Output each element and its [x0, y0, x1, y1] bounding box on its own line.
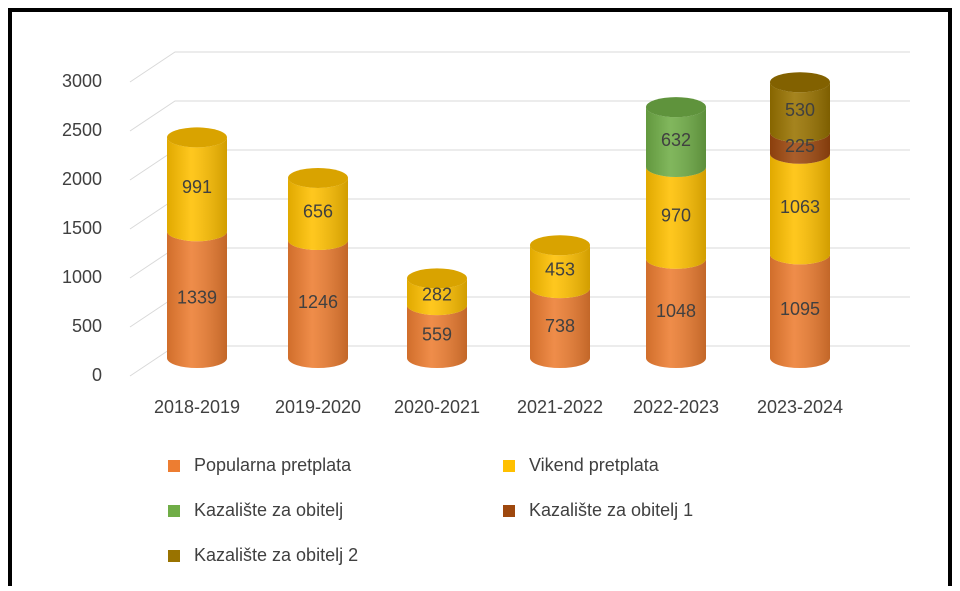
- y-tick-label: 500: [72, 316, 102, 336]
- legend-label: Kazalište za obitelj: [194, 500, 343, 520]
- legend-label: Kazalište za obitelj 2: [194, 545, 358, 565]
- bar-top-shade: [407, 268, 467, 289]
- value-label: 738: [545, 316, 575, 336]
- bar-top: [167, 127, 227, 148]
- bar-shade: [646, 166, 706, 269]
- bar-shade: [646, 258, 706, 368]
- bar-shade: [167, 231, 228, 368]
- frame: [8, 8, 952, 591]
- x-tick-label: 2023-2024: [757, 397, 843, 417]
- bar-top-shade: [646, 97, 706, 118]
- grid-line: [129, 51, 910, 83]
- bar-top-shade: [167, 127, 227, 148]
- bar-shade: [770, 254, 830, 368]
- value-label: 1063: [780, 197, 820, 217]
- legend-swatch: [168, 505, 180, 517]
- y-tick-label: 2000: [62, 169, 102, 189]
- bar-shade: [288, 177, 348, 251]
- value-label: 991: [182, 177, 212, 197]
- bar-shade: [407, 305, 467, 368]
- bar-shade: [167, 137, 228, 242]
- y-tick-label: 1500: [62, 218, 102, 238]
- value-label: 1246: [298, 292, 338, 312]
- value-label: 970: [661, 206, 691, 226]
- x-tick-label: 2019-2020: [275, 397, 361, 417]
- x-tick-label: 2018-2019: [154, 397, 240, 417]
- value-label: 1339: [177, 287, 217, 307]
- value-label: 530: [785, 100, 815, 120]
- value-label: 225: [785, 136, 815, 156]
- bar-top-shade: [530, 235, 590, 256]
- legend-swatch: [168, 460, 180, 472]
- bar-shade: [770, 132, 830, 164]
- y-tick-label: 2500: [62, 120, 102, 140]
- legend-label: Popularna pretplata: [194, 455, 352, 475]
- bar-shade: [530, 245, 590, 299]
- bar-top: [646, 97, 706, 118]
- bar-shade: [770, 82, 830, 143]
- legend-swatch: [168, 550, 180, 562]
- x-tick-label: 2022-2023: [633, 397, 719, 417]
- bar-top-shade: [770, 72, 830, 93]
- bar-top: [407, 268, 467, 289]
- value-label: 559: [422, 324, 452, 344]
- bar-shade: [407, 278, 467, 316]
- y-tick-label: 1000: [62, 267, 102, 287]
- legend-swatch: [503, 505, 515, 517]
- x-tick-label: 2020-2021: [394, 397, 480, 417]
- legend-swatch: [503, 460, 515, 472]
- bar-top: [530, 235, 590, 256]
- legend-label: Vikend pretplata: [529, 455, 660, 475]
- y-tick-label: 0: [92, 365, 102, 385]
- y-tick-label: 3000: [62, 71, 102, 91]
- bar-shade: [288, 240, 348, 368]
- bar-top-shade: [288, 167, 348, 188]
- bar-shade: [646, 107, 706, 177]
- bar-shade: [770, 153, 830, 265]
- value-label: 632: [661, 130, 691, 150]
- bar-top: [770, 72, 830, 93]
- value-label: 453: [545, 259, 575, 279]
- x-tick-label: 2021-2022: [517, 397, 603, 417]
- bar-shade: [530, 288, 590, 368]
- value-label: 1048: [656, 301, 696, 321]
- bar-top: [288, 167, 348, 188]
- value-label: 1095: [780, 299, 820, 319]
- value-label: 282: [422, 284, 452, 304]
- value-label: 656: [303, 202, 333, 222]
- legend-label: Kazalište za obitelj 1: [529, 500, 693, 520]
